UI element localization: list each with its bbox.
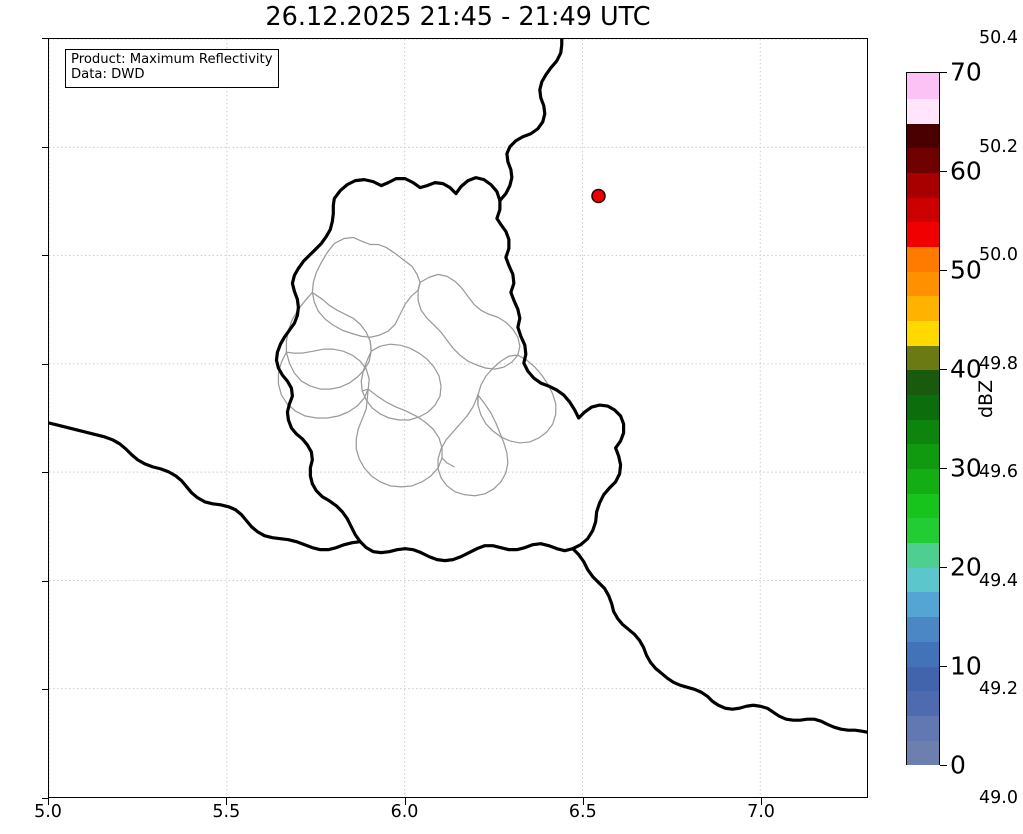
colorbar-band-12 bbox=[907, 443, 939, 470]
colorbar-band-2 bbox=[907, 689, 939, 716]
info-box: Product: Maximum Reflectivity Data: DWD bbox=[65, 49, 279, 88]
colorbar-band-5 bbox=[907, 615, 939, 642]
colorbar-band-0 bbox=[907, 739, 939, 766]
y-tick-label-50-2: 50.2 bbox=[979, 136, 1018, 157]
colorbar-tick-label-70: 70 bbox=[950, 57, 982, 87]
page-title: 26.12.2025 21:45 - 21:49 UTC bbox=[265, 2, 651, 32]
colorbar-band-11 bbox=[907, 467, 939, 494]
colorbar-tick-label-50: 50 bbox=[950, 255, 982, 285]
colorbar-tick-label-30: 30 bbox=[950, 453, 982, 483]
colorbar-axis-label: dBZ bbox=[975, 379, 997, 418]
colorbar-band-8 bbox=[907, 541, 939, 568]
colorbar-band-14 bbox=[907, 393, 939, 420]
y-tick-label-50-0: 50.0 bbox=[979, 245, 1018, 266]
colorbar-band-9 bbox=[907, 517, 939, 544]
x-tick-label-6-0: 6.0 bbox=[390, 802, 419, 822]
station-markers[interactable] bbox=[591, 188, 606, 204]
colorbar-gradient bbox=[907, 73, 939, 766]
y-tick-label-49-2: 49.2 bbox=[979, 679, 1018, 700]
info-product-line: Product: Maximum Reflectivity bbox=[71, 52, 273, 67]
colorbar-band-22 bbox=[907, 196, 939, 223]
colorbar-band-24 bbox=[907, 147, 939, 173]
colorbar-band-27 bbox=[907, 73, 939, 99]
map-canvas bbox=[49, 39, 867, 797]
colorbar-tick-label-40: 40 bbox=[950, 354, 982, 384]
colorbar-band-1 bbox=[907, 714, 939, 741]
southeastern-border bbox=[571, 547, 867, 734]
colorbar[interactable] bbox=[906, 72, 940, 766]
colorbar-band-19 bbox=[907, 270, 939, 297]
colorbar-tick-label-0: 0 bbox=[950, 750, 966, 780]
x-tick-label-6-5: 6.5 bbox=[568, 802, 597, 822]
info-data-line: Data: DWD bbox=[71, 66, 145, 82]
x-tick-label-7-0: 7.0 bbox=[747, 802, 775, 822]
subnational-boundaries bbox=[277, 236, 557, 497]
x-tick-label-5-0: 5.0 bbox=[34, 802, 62, 822]
colorbar-band-20 bbox=[907, 245, 939, 272]
colorbar-band-26 bbox=[907, 97, 939, 124]
colorbar-band-6 bbox=[907, 591, 939, 618]
x-tick-label-5-5: 5.5 bbox=[212, 802, 241, 822]
colorbar-tick-label-10: 10 bbox=[950, 651, 982, 681]
y-tick-label-49-6: 49.6 bbox=[979, 462, 1018, 483]
colorbar-tick-label-20: 20 bbox=[950, 552, 982, 582]
colorbar-band-13 bbox=[907, 418, 939, 445]
northern-border-extension bbox=[498, 39, 564, 203]
y-tick-label-49-4: 49.4 bbox=[979, 570, 1018, 591]
colorbar-tick-label-60: 60 bbox=[950, 156, 982, 186]
radar-station-marker[interactable] bbox=[591, 188, 606, 204]
colorbar-band-16 bbox=[907, 344, 939, 371]
western-border bbox=[49, 421, 362, 552]
colorbar-band-15 bbox=[907, 369, 939, 396]
y-tick-label-49-0: 49.0 bbox=[979, 788, 1018, 808]
map-plot-area[interactable]: Product: Maximum Reflectivity Data: DWD bbox=[48, 38, 868, 798]
colorbar-band-25 bbox=[907, 122, 939, 149]
colorbar-band-4 bbox=[907, 640, 939, 667]
colorbar-band-7 bbox=[907, 566, 939, 593]
colorbar-band-3 bbox=[907, 665, 939, 692]
colorbar-band-17 bbox=[907, 319, 939, 346]
national-boundaries bbox=[49, 39, 867, 734]
grid-lines bbox=[49, 39, 867, 797]
colorbar-band-10 bbox=[907, 492, 939, 519]
colorbar-band-23 bbox=[907, 171, 939, 198]
y-tick-label-50-4: 50.4 bbox=[979, 28, 1018, 48]
y-tick-label-49-8: 49.8 bbox=[979, 353, 1018, 374]
colorbar-band-21 bbox=[907, 221, 939, 247]
luxembourg-border bbox=[274, 176, 626, 563]
colorbar-band-18 bbox=[907, 295, 939, 322]
